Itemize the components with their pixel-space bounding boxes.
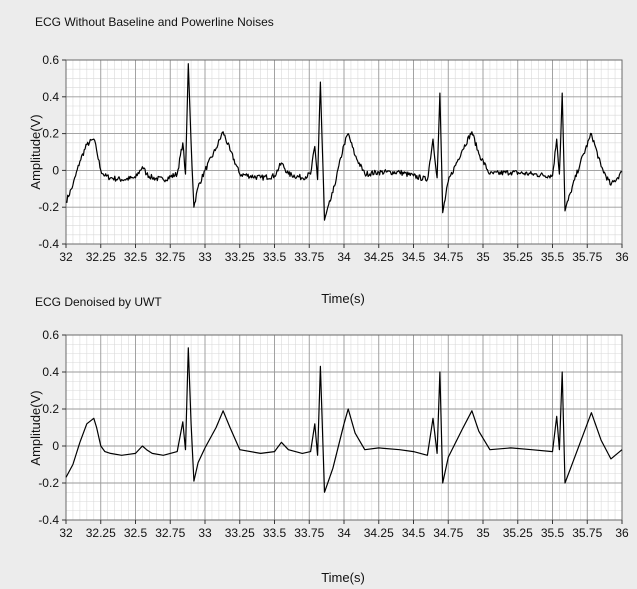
y-tick-label: 0.4 [42, 90, 59, 104]
x-tick-label: 32 [59, 250, 73, 264]
x-tick-label: 32.75 [155, 250, 185, 264]
x-tick-label: 33 [198, 526, 212, 540]
top-chart: ECG Without Baseline and Powerline Noise… [28, 15, 629, 306]
y-tick-label: 0.2 [42, 127, 59, 141]
x-tick-label: 32.75 [155, 526, 185, 540]
y-tick-label: -0.4 [38, 513, 59, 527]
x-tick-label: 32.25 [86, 526, 116, 540]
x-tick-label: 35.25 [503, 250, 533, 264]
x-tick-label: 34.5 [402, 250, 426, 264]
top-chart-xlabel: Time(s) [321, 291, 365, 306]
x-tick-label: 34 [337, 250, 351, 264]
x-tick-label: 35 [476, 250, 490, 264]
ecg-series-line [65, 347, 623, 493]
x-tick-label: 33.5 [263, 250, 287, 264]
x-tick-label: 33.75 [294, 526, 324, 540]
y-tick-label: 0.6 [42, 328, 59, 342]
x-tick-label: 35.75 [572, 526, 602, 540]
x-tick-label: 33.25 [225, 526, 255, 540]
x-tick-label: 34.25 [364, 526, 394, 540]
x-tick-label: 33.25 [225, 250, 255, 264]
x-tick-label: 34.75 [433, 250, 463, 264]
x-tick-label: 33.75 [294, 250, 324, 264]
x-tick-label: 32.5 [124, 526, 148, 540]
y-tick-label: -0.4 [38, 237, 59, 251]
x-tick-label: 34 [337, 526, 351, 540]
x-tick-label: 36 [615, 250, 629, 264]
bottom-chart-title: ECG Denoised by UWT [35, 295, 162, 309]
x-tick-label: 35.5 [541, 250, 565, 264]
x-tick-label: 35.5 [541, 526, 565, 540]
y-tick-label: 0.2 [42, 402, 59, 416]
x-tick-label: 34.75 [433, 526, 463, 540]
y-tick-label: 0 [52, 163, 59, 177]
top-chart-title: ECG Without Baseline and Powerline Noise… [35, 15, 274, 29]
y-tick-label: 0 [52, 439, 59, 453]
x-tick-label: 35.75 [572, 250, 602, 264]
x-tick-label: 35.25 [503, 526, 533, 540]
bottom-chart-ylabel: Amplitude(V) [28, 390, 43, 465]
x-tick-label: 32 [59, 526, 73, 540]
y-tick-label: -0.2 [38, 200, 59, 214]
x-tick-label: 33.5 [263, 526, 287, 540]
ecg-series-line [65, 63, 623, 221]
x-tick-label: 34.25 [364, 250, 394, 264]
bottom-chart-xlabel: Time(s) [321, 570, 365, 585]
top-chart-ylabel: Amplitude(V) [28, 114, 43, 189]
x-tick-label: 33 [198, 250, 212, 264]
x-tick-label: 32.25 [86, 250, 116, 264]
x-tick-label: 34.5 [402, 526, 426, 540]
x-tick-label: 35 [476, 526, 490, 540]
y-tick-label: 0.4 [42, 365, 59, 379]
y-tick-label: -0.2 [38, 476, 59, 490]
y-tick-label: 0.6 [42, 53, 59, 67]
x-tick-label: 32.5 [124, 250, 148, 264]
x-tick-label: 36 [615, 526, 629, 540]
bottom-chart: ECG Denoised by UWT 32 32.25 32.5 32.75 33 33… [28, 295, 629, 585]
